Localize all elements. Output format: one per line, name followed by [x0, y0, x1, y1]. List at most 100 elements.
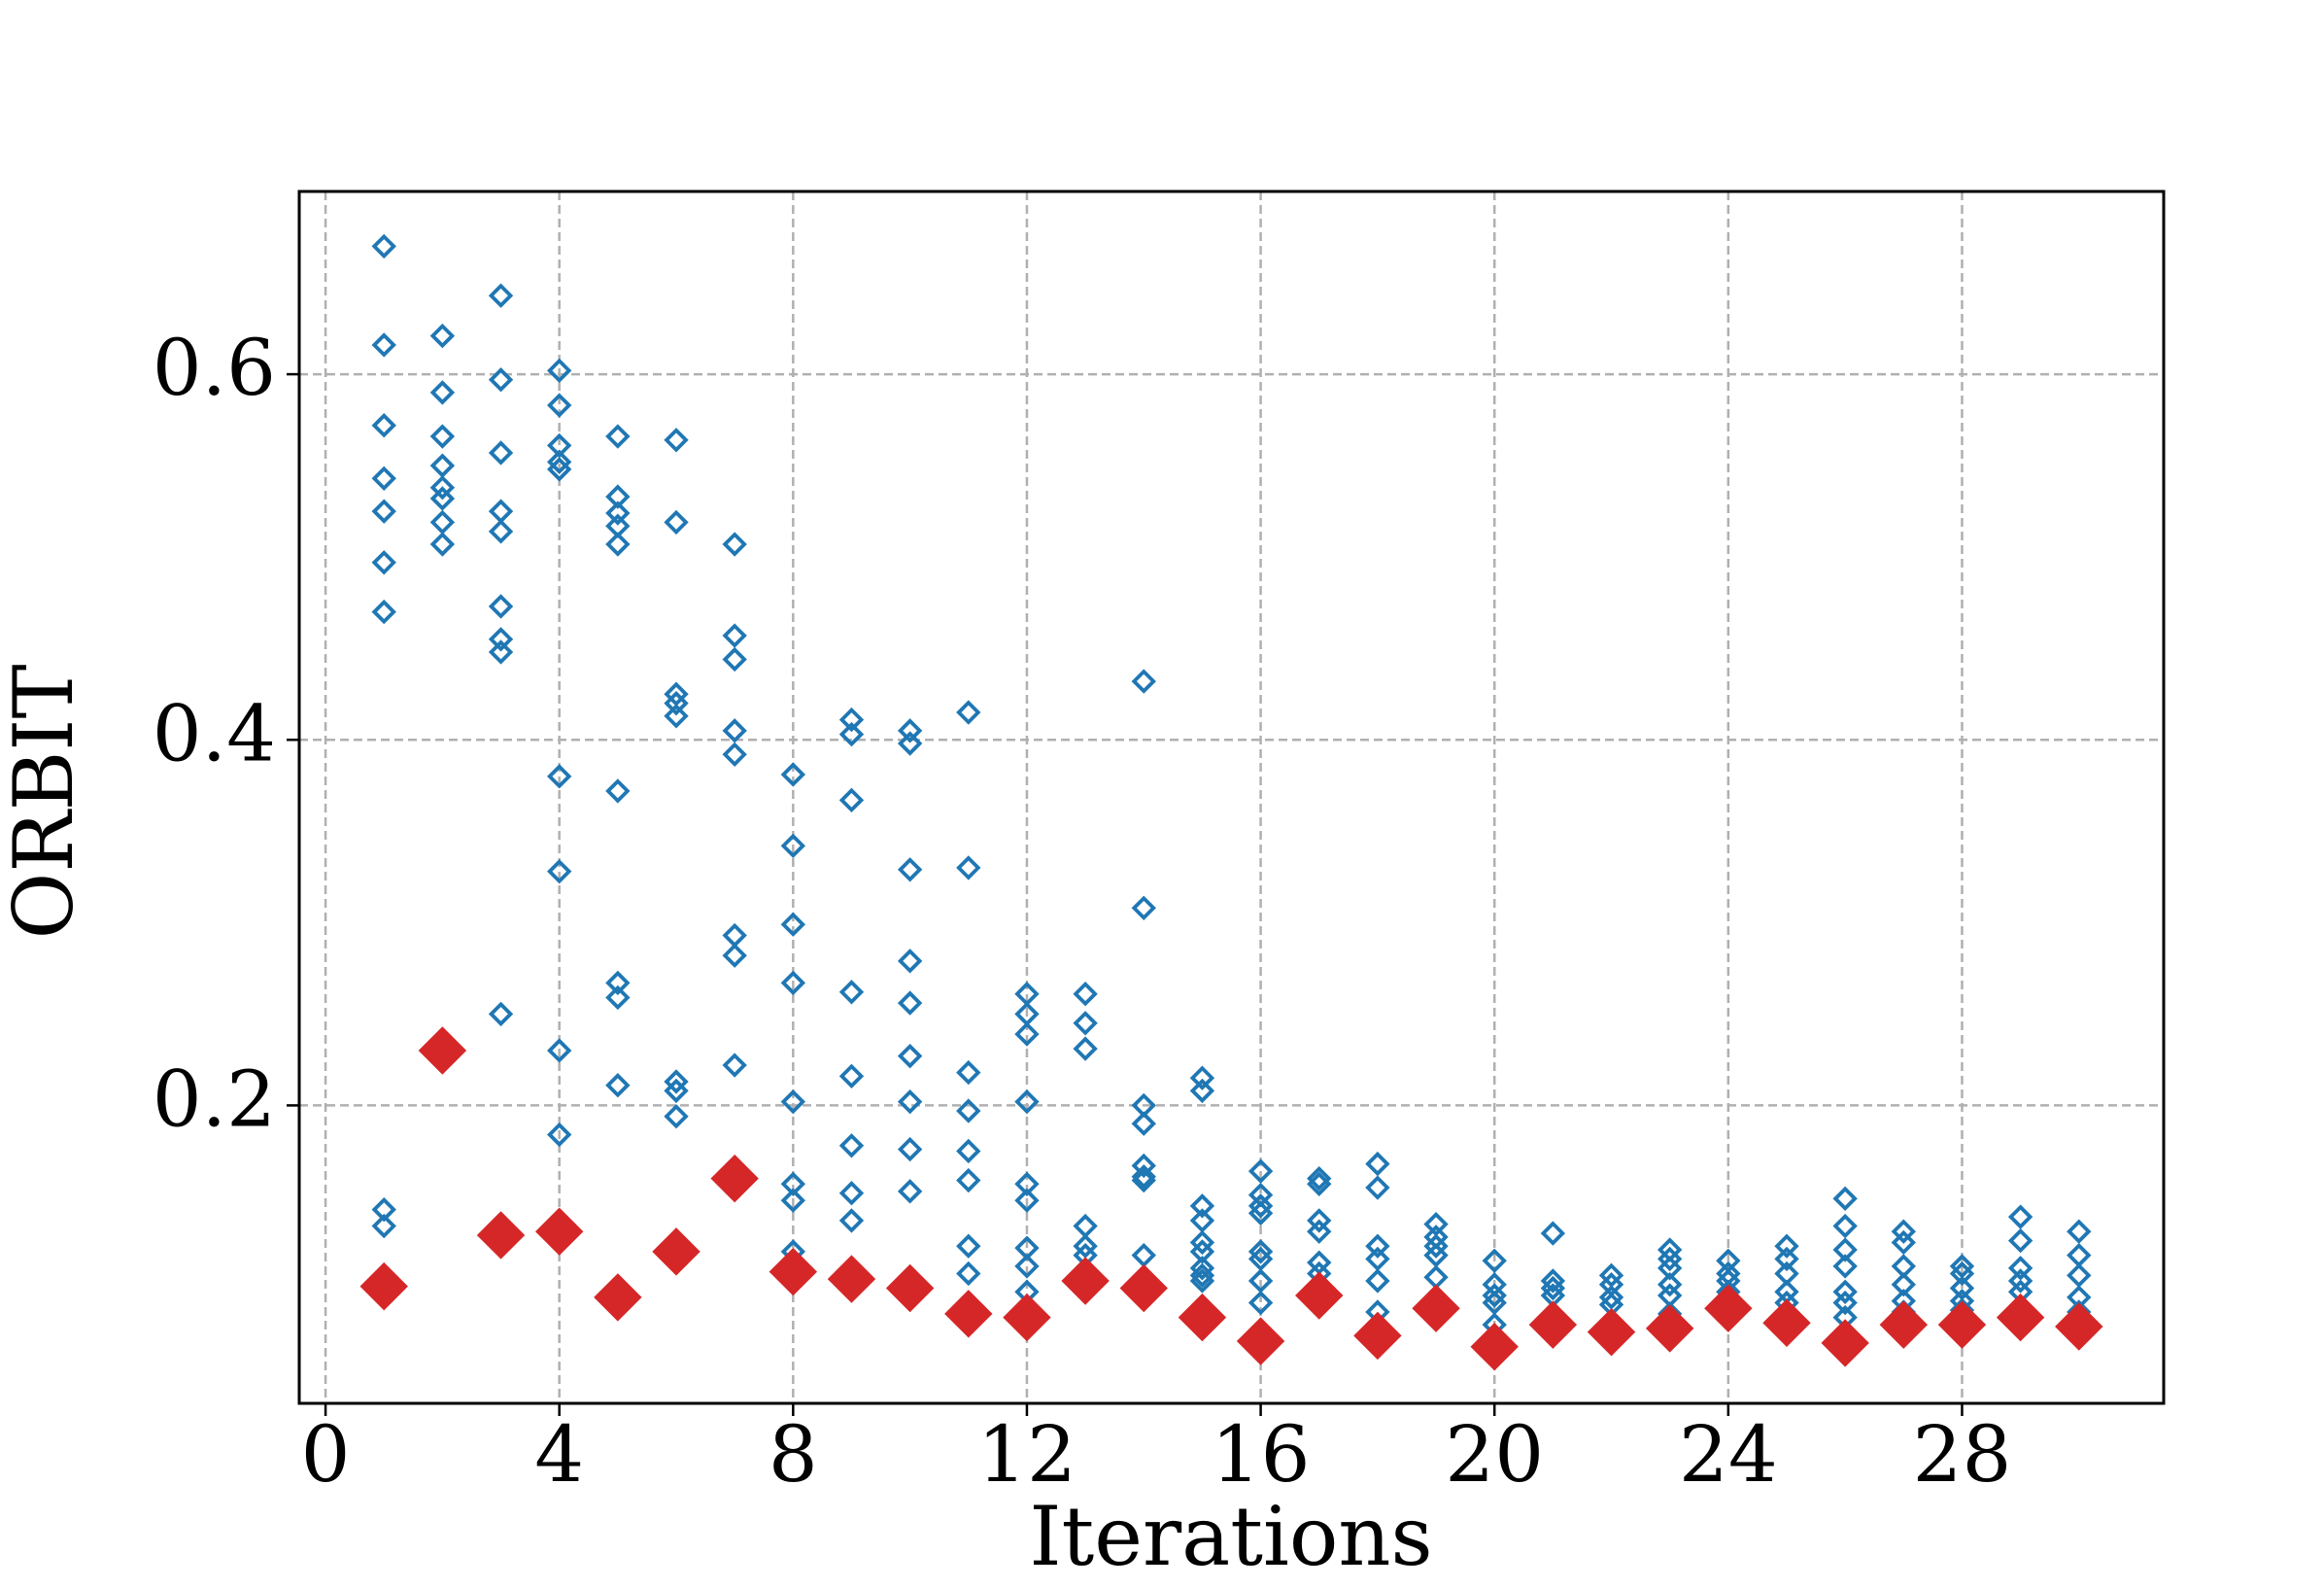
data-point	[897, 1179, 923, 1204]
data-point	[956, 1098, 981, 1123]
data-point	[1189, 1256, 1215, 1281]
data-point	[2007, 1227, 2034, 1254]
data-point	[1131, 1164, 1156, 1190]
data-point	[1295, 1271, 1344, 1320]
data-point	[1891, 1229, 1916, 1256]
data-point	[1540, 1275, 1566, 1301]
data-point	[371, 332, 396, 358]
data-point	[1832, 1186, 1858, 1212]
data-point	[838, 980, 865, 1005]
data-point	[418, 1026, 467, 1075]
data-point	[547, 449, 572, 475]
data-point	[605, 970, 631, 996]
data-point	[1353, 1311, 1402, 1361]
data-point	[359, 1261, 408, 1311]
data-point	[1949, 1260, 1975, 1287]
data-point	[1832, 1290, 1858, 1316]
data-point	[664, 1104, 689, 1129]
data-point	[371, 599, 396, 625]
data-point	[1657, 1256, 1683, 1281]
data-point	[1540, 1221, 1566, 1246]
data-point	[1247, 1200, 1274, 1226]
data-point	[944, 1290, 993, 1338]
data-point	[1189, 1229, 1215, 1256]
data-point	[1131, 1167, 1156, 1193]
data-point	[1657, 1272, 1683, 1297]
data-point	[1189, 1262, 1215, 1289]
data-point	[897, 718, 923, 743]
data-point	[534, 1207, 584, 1256]
data-point	[605, 484, 631, 509]
data-point	[2007, 1204, 2034, 1229]
data-point	[897, 1088, 923, 1115]
data-point	[1762, 1298, 1811, 1347]
data-point	[2055, 1302, 2103, 1351]
data-point	[652, 1227, 701, 1276]
data-point	[605, 501, 631, 526]
data-point	[488, 639, 514, 665]
x-tick-label: 16	[1212, 1409, 1311, 1500]
data-point	[1189, 1239, 1215, 1264]
data-point	[1131, 669, 1156, 694]
data-point	[1832, 1213, 1858, 1239]
data-point	[1482, 1248, 1507, 1273]
data-point	[1247, 1239, 1274, 1264]
data-point	[594, 1273, 642, 1322]
data-point	[780, 762, 806, 787]
data-point	[371, 1196, 396, 1223]
data-point	[605, 424, 631, 449]
data-point	[956, 700, 981, 725]
data-point	[1131, 1111, 1156, 1136]
data-point	[547, 358, 572, 384]
data-point	[664, 704, 689, 729]
data-point	[1879, 1300, 1929, 1349]
data-point	[897, 1136, 923, 1162]
data-point	[488, 627, 514, 652]
data-point	[1014, 1254, 1040, 1279]
data-point	[1996, 1293, 2045, 1342]
data-point	[488, 1001, 514, 1027]
data-point	[605, 984, 631, 1011]
data-point	[1412, 1284, 1460, 1332]
data-point	[838, 1063, 865, 1089]
data-point	[476, 1211, 526, 1260]
y-tick-label: 0.6	[153, 323, 276, 413]
data-point	[1365, 1175, 1390, 1200]
y-tick-label: 0.4	[153, 688, 276, 778]
data-point	[2007, 1256, 2034, 1281]
data-point	[488, 519, 514, 544]
data-point	[488, 594, 514, 619]
data-point	[956, 1260, 981, 1287]
data-point	[1365, 1233, 1390, 1259]
data-point	[1236, 1317, 1285, 1365]
x-tick-label: 8	[769, 1409, 818, 1500]
data-point	[488, 440, 514, 466]
data-point	[429, 380, 456, 405]
data-point	[722, 943, 747, 968]
data-point	[722, 742, 747, 767]
data-point	[1891, 1219, 1916, 1244]
data-point	[1598, 1285, 1624, 1310]
data-point	[780, 833, 806, 859]
data-point	[1470, 1322, 1519, 1371]
data-point	[722, 532, 747, 557]
y-tick-label: 0.2	[153, 1053, 276, 1144]
data-point	[897, 857, 923, 882]
data-point	[722, 646, 747, 673]
data-point	[371, 233, 396, 259]
data-point	[371, 413, 396, 438]
data-point	[1014, 1021, 1040, 1047]
data-point	[547, 457, 572, 482]
data-point	[1365, 1268, 1390, 1294]
data-point	[722, 623, 747, 648]
data-point	[1131, 895, 1156, 920]
data-point	[2007, 1268, 2034, 1294]
data-point	[1821, 1319, 1869, 1367]
data-point	[1307, 1219, 1332, 1244]
data-point	[1365, 1151, 1390, 1177]
data-point	[547, 1122, 572, 1148]
x-tick-label: 20	[1445, 1409, 1544, 1500]
data-point	[1704, 1284, 1753, 1332]
